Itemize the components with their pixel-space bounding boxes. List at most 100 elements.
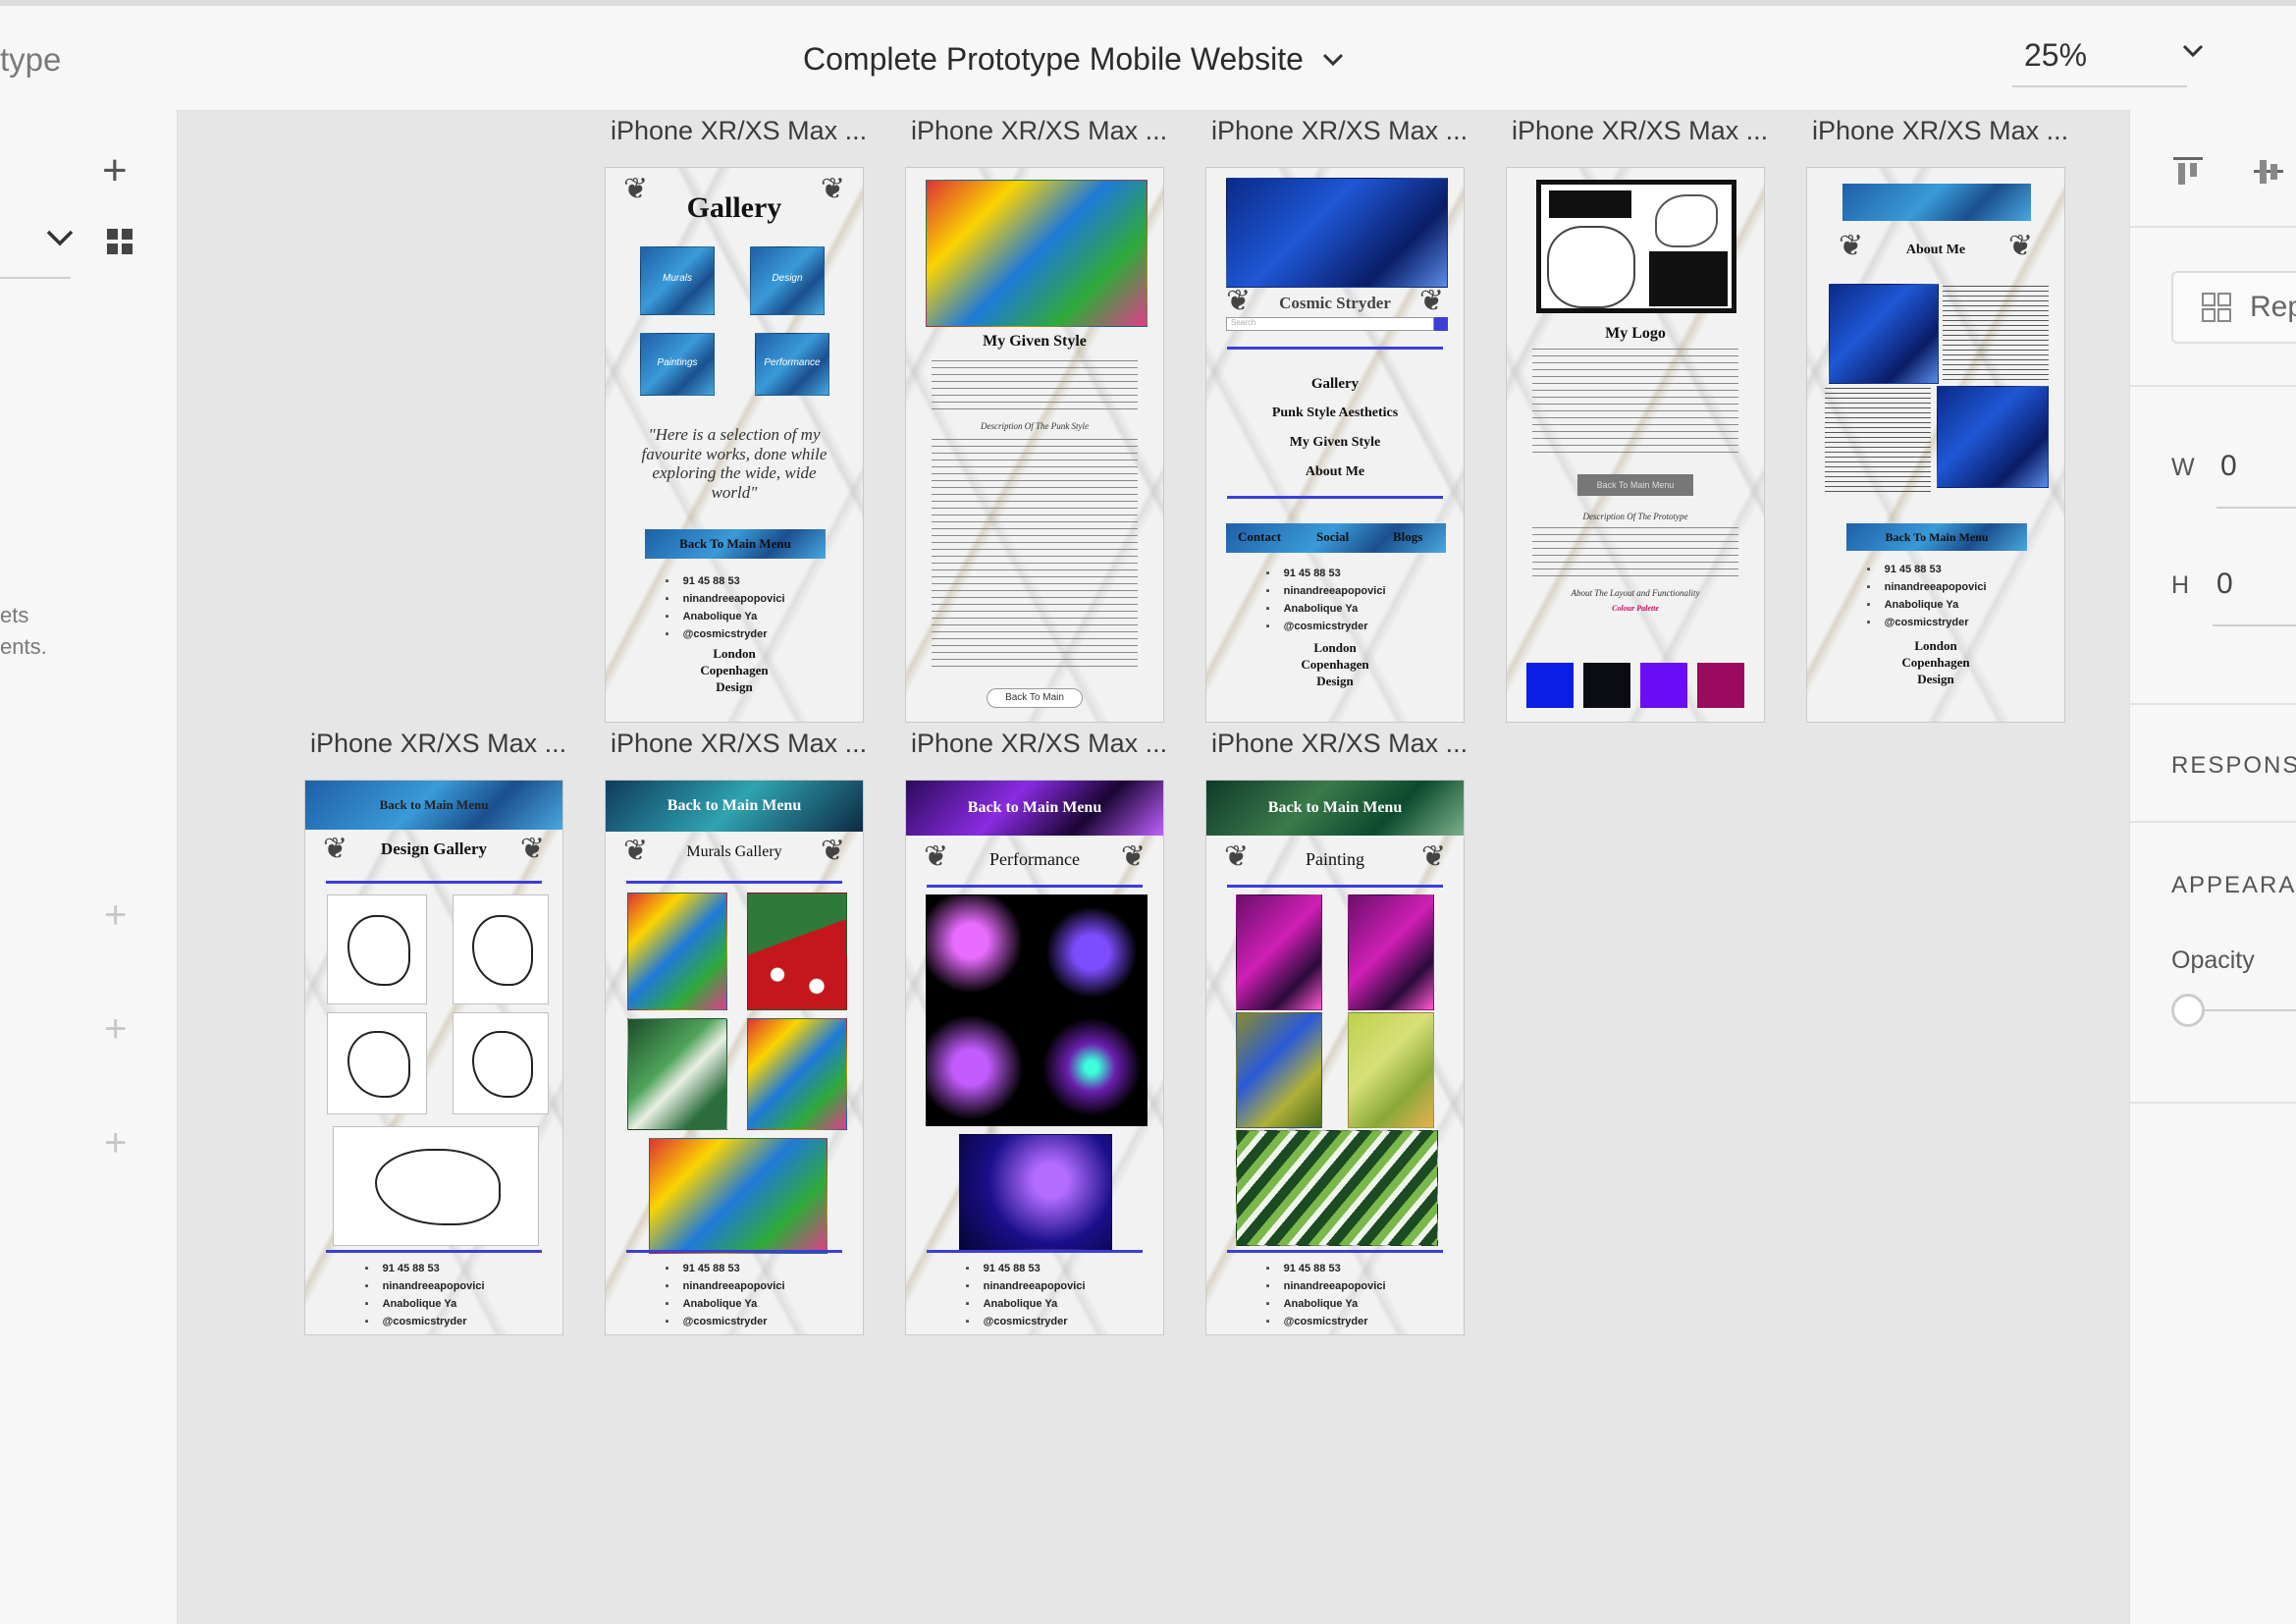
opacity-slider-track[interactable] xyxy=(2205,1009,2296,1011)
divider xyxy=(2130,703,2296,705)
tile-paintings[interactable]: Paintings xyxy=(640,333,715,396)
height-field[interactable]: 0 xyxy=(2216,568,2233,600)
artboard-gallery[interactable]: ❦ ❦ Gallery Murals Design Paintings Perf… xyxy=(605,167,864,723)
document-title-dropdown[interactable]: Complete Prototype Mobile Website xyxy=(803,41,1345,78)
page-title: Performance xyxy=(989,849,1080,869)
artboard-performance[interactable]: Back to Main Menu ❦ ❦ Performance 91 45 … xyxy=(905,780,1164,1335)
page-title: Murals Gallery xyxy=(686,843,782,860)
contact-list: 91 45 88 53 ninandreeapopovici Anaboliqu… xyxy=(1206,565,1464,635)
appearance-heading[interactable]: APPEARAN xyxy=(2171,872,2296,898)
back-to-main-menu-banner[interactable]: Back to Main Menu xyxy=(1206,781,1464,836)
add-icon[interactable]: + xyxy=(104,893,128,937)
menu-item-gallery[interactable]: Gallery xyxy=(1310,376,1360,392)
grid-view-icon[interactable] xyxy=(106,228,133,255)
section-heading: Description Of The Punk Style xyxy=(980,421,1089,431)
properties-panel: Rep W 0 H 0 RESPONSI APPEARAN Opacity xyxy=(2129,110,2296,1624)
add-icon[interactable]: + xyxy=(104,1121,128,1164)
tab-social[interactable]: Social xyxy=(1316,529,1350,544)
tab-blogs[interactable]: Blogs xyxy=(1393,529,1423,544)
repeat-grid-label: Rep xyxy=(2250,291,2296,323)
responsive-resize-heading[interactable]: RESPONSI xyxy=(2171,752,2296,779)
width-field[interactable]: 0 xyxy=(2220,450,2237,482)
opacity-label: Opacity xyxy=(2171,947,2255,974)
height-field-underline xyxy=(2213,624,2296,626)
add-icon[interactable]: + xyxy=(102,146,128,194)
page-title: Gallery xyxy=(686,191,782,224)
page-title: My Logo xyxy=(1605,325,1666,342)
left-panel: + ets ents. + + + xyxy=(0,110,178,1624)
back-to-main-menu-button[interactable]: Back To Main Menu xyxy=(645,529,826,559)
mural-image xyxy=(627,893,727,1010)
search-input[interactable]: Search xyxy=(1226,317,1434,331)
back-to-main-menu-banner[interactable]: Back to Main Menu xyxy=(906,781,1163,836)
back-to-main-menu-button[interactable]: Back To Main Menu xyxy=(1846,523,2027,551)
menu-item-punk-style[interactable]: Punk Style Aesthetics xyxy=(1271,406,1399,420)
artboard-label[interactable]: iPhone XR/XS Max ... xyxy=(611,729,868,758)
performance-image xyxy=(926,1008,1038,1126)
artboard-main-menu[interactable]: ❦ ❦ Cosmic Stryder Search Gallery Punk S… xyxy=(1205,167,1465,723)
section-heading: About The Layout and Functionality xyxy=(1571,588,1700,598)
divider xyxy=(2130,1102,2296,1104)
wing-ornament-icon: ❦ xyxy=(1418,285,1444,317)
zoom-level[interactable]: 25% xyxy=(2024,37,2088,73)
artboard-label[interactable]: iPhone XR/XS Max ... xyxy=(1211,116,1468,145)
back-to-main-button[interactable]: Back To Main xyxy=(987,688,1083,708)
page-title: My Given Style xyxy=(983,333,1087,350)
repeat-grid-button[interactable]: Rep xyxy=(2171,271,2296,344)
painting-image xyxy=(1236,1130,1438,1246)
back-to-main-menu-button[interactable]: Back To Main Menu xyxy=(1577,474,1693,496)
tile-murals[interactable]: Murals xyxy=(640,246,715,315)
artboard-label[interactable]: iPhone XR/XS Max ... xyxy=(1812,116,2069,145)
artboard-my-logo[interactable]: My Logo Back To Main Menu Description Of… xyxy=(1506,167,1765,723)
tab-contact[interactable]: Contact xyxy=(1238,529,1282,544)
back-to-main-menu-banner[interactable]: Back to Main Menu xyxy=(606,781,863,832)
menu-item-about-me[interactable]: About Me xyxy=(1305,464,1365,479)
contact-list: 91 45 88 53 ninandreeapopovici Anaboliqu… xyxy=(906,1260,1163,1330)
artboard-painting[interactable]: Back to Main Menu ❦ ❦ Painting 91 45 88 … xyxy=(1205,780,1465,1335)
design-image xyxy=(453,894,549,1004)
contact-list: 91 45 88 53 ninandreeapopovici Anaboliqu… xyxy=(606,572,863,643)
city-list: London Copenhagen Design xyxy=(1301,640,1369,688)
artboard-design-gallery[interactable]: Back to Main Menu ❦ ❦ Design Gallery 91 … xyxy=(304,780,563,1335)
opacity-slider-handle[interactable] xyxy=(2171,994,2205,1027)
chevron-down-icon[interactable] xyxy=(45,228,75,247)
mode-label[interactable]: type xyxy=(0,41,62,78)
mural-image xyxy=(747,1018,847,1130)
about-paragraph xyxy=(1825,388,1931,496)
artboard-label[interactable]: iPhone XR/XS Max ... xyxy=(1512,116,1769,145)
wing-ornament-icon: ❦ xyxy=(924,840,949,873)
wing-ornament-icon: ❦ xyxy=(519,833,545,865)
artboard-label[interactable]: iPhone XR/XS Max ... xyxy=(310,729,567,758)
search-icon[interactable] xyxy=(1434,317,1448,331)
artboard-my-given-style[interactable]: My Given Style Description Of The Punk S… xyxy=(905,167,1164,723)
artboard-label[interactable]: iPhone XR/XS Max ... xyxy=(611,116,868,145)
zoom-chevron-down-icon[interactable] xyxy=(2181,43,2205,59)
back-to-main-menu-banner[interactable]: Back to Main Menu xyxy=(305,781,562,830)
design-canvas[interactable]: iPhone XR/XS Max ... iPhone XR/XS Max ..… xyxy=(178,110,2129,1624)
align-top-icon[interactable] xyxy=(2171,155,2205,189)
logo-paragraph xyxy=(1532,349,1738,459)
header-banner xyxy=(1842,184,2031,221)
divider xyxy=(325,881,543,884)
wing-ornament-icon: ❦ xyxy=(1226,285,1252,317)
filter-dropdown-underline xyxy=(0,277,71,279)
artboard-about-me[interactable]: ❦ ❦ About Me Back To Main Menu 91 45 88 … xyxy=(1806,167,2065,723)
artboard-murals-gallery[interactable]: Back to Main Menu ❦ ❦ Murals Gallery 91 … xyxy=(605,780,864,1335)
artboard-label[interactable]: iPhone XR/XS Max ... xyxy=(911,116,1168,145)
divider xyxy=(325,1250,543,1253)
align-middle-icon[interactable] xyxy=(2252,155,2285,189)
artboard-label[interactable]: iPhone XR/XS Max ... xyxy=(911,729,1168,758)
divider xyxy=(1226,885,1444,888)
design-image xyxy=(327,1012,427,1114)
tile-performance[interactable]: Performance xyxy=(755,333,829,396)
mural-image xyxy=(627,1018,727,1130)
tile-design[interactable]: Design xyxy=(750,246,825,315)
menu-item-my-given-style[interactable]: My Given Style xyxy=(1289,435,1381,450)
about-photo xyxy=(1829,284,1939,384)
divider xyxy=(1226,347,1444,350)
wing-ornament-icon: ❦ xyxy=(820,173,845,205)
punk-style-paragraph xyxy=(932,439,1138,671)
artboard-label[interactable]: iPhone XR/XS Max ... xyxy=(1211,729,1468,758)
add-icon[interactable]: + xyxy=(104,1007,128,1051)
about-paragraph xyxy=(1943,286,2049,380)
